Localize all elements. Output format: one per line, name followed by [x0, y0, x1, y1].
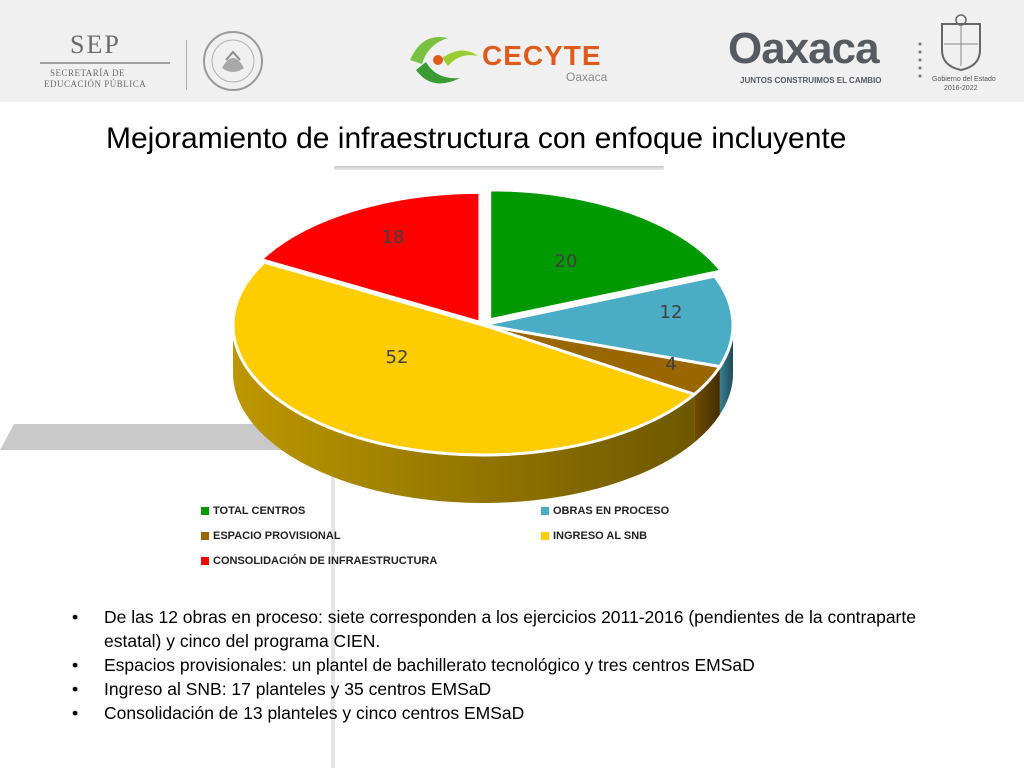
legend-label: OBRAS EN PROCESO — [553, 505, 670, 517]
cecyte-logo-name: CECYTE — [482, 40, 602, 71]
pie-slice-consolidaci-n-de-infraestructura — [258, 190, 482, 325]
pie-slice-ingreso-al-snb — [231, 260, 698, 457]
sep-logo-title: SEP — [70, 30, 121, 59]
pie-data-label: 52 — [386, 347, 409, 368]
sep-logo-rule — [40, 62, 170, 64]
legend-item: OBRAS EN PROCESO — [541, 505, 669, 517]
list-item-text: Espacios provisionales: un plantel de ba… — [104, 655, 755, 675]
bullet-marker: • — [72, 607, 79, 627]
list-item-text: Ingreso al SNB: 17 planteles y 35 centro… — [104, 679, 492, 699]
legend-swatch — [201, 557, 209, 565]
list-item: • De las 12 obras en proceso: siete corre… — [70, 605, 970, 653]
sep-logo-line2: EDUCACIÓN PÚBLICA — [44, 79, 147, 89]
legend-item: CONSOLIDACIÓN DE INFRAESTRUCTURA — [201, 555, 437, 567]
list-item-text: Consolidación de 13 planteles y cinco ce… — [104, 703, 525, 723]
legend-item: TOTAL CENTROS — [201, 505, 305, 517]
bullet-marker: • — [72, 679, 79, 699]
pie-data-label: 12 — [660, 302, 683, 323]
legend-swatch — [201, 507, 209, 515]
legend-swatch — [541, 507, 549, 515]
list-item: • Espacios provisionales: un plantel de b… — [70, 653, 970, 677]
legend-item: ESPACIO PROVISIONAL — [201, 530, 341, 542]
decorative-grey-line — [331, 470, 335, 768]
header-divider — [186, 40, 187, 90]
pie-slice-obras-en-proceso — [482, 274, 735, 369]
legend-label: TOTAL CENTROS — [213, 505, 306, 517]
decorative-grey-band — [0, 424, 290, 450]
list-item: • Ingreso al SNB: 17 planteles y 35 centr… — [70, 677, 970, 701]
legend-swatch — [541, 532, 549, 540]
pie-slice-side-shade — [233, 325, 695, 503]
header-bar — [0, 0, 1024, 102]
legend-label: CONSOLIDACIÓN DE INFRAESTRUCTURA — [213, 555, 438, 567]
bullet-marker: • — [72, 655, 79, 675]
state-shield-icon — [941, 14, 981, 72]
title-underline — [334, 166, 664, 170]
state-government-label: Gobierno del Estado — [932, 76, 996, 83]
oaxaca-slogan: JUNTOS CONSTRUIMOS EL CAMBIO — [740, 76, 882, 85]
oaxaca-logo-name: Oaxaca — [728, 24, 880, 73]
state-government-years: 2016-2022 — [944, 85, 978, 92]
legend-label: ESPACIO PROVISIONAL — [213, 530, 341, 542]
cecyte-logo-sub: Oaxaca — [566, 70, 608, 84]
legend-swatch — [201, 532, 209, 540]
national-seal-icon — [203, 31, 263, 91]
pie-data-label: 4 — [665, 354, 676, 375]
page-title: Mejoramiento de infraestructura con enfo… — [106, 122, 847, 155]
pie-data-label: 20 — [555, 251, 578, 272]
bullet-marker: • — [72, 703, 79, 723]
sep-logo-line1: SECRETARÍA DE — [50, 68, 126, 78]
oaxaca-dots-divider — [918, 42, 922, 78]
legend-item: INGRESO AL SNB — [541, 530, 647, 542]
notes-list: • De las 12 obras en proceso: siete corre… — [70, 605, 970, 725]
pie-slice-total-centros — [488, 188, 725, 322]
cecyte-logo-icon — [410, 36, 478, 84]
pie-slice-side-shade — [694, 366, 720, 443]
pie-data-label: 18 — [382, 227, 405, 248]
list-item-text: De las 12 obras en proceso: siete corres… — [104, 607, 916, 651]
list-item: • Consolidación de 13 planteles y cinco c… — [70, 701, 970, 725]
legend-label: INGRESO AL SNB — [553, 530, 648, 542]
